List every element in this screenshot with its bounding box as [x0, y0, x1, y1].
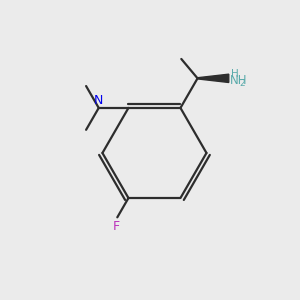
- Text: NH: NH: [230, 74, 248, 87]
- Text: H: H: [231, 69, 239, 79]
- Text: N: N: [94, 94, 104, 107]
- Text: 2: 2: [240, 79, 245, 88]
- Text: F: F: [112, 220, 120, 233]
- Polygon shape: [198, 74, 229, 82]
